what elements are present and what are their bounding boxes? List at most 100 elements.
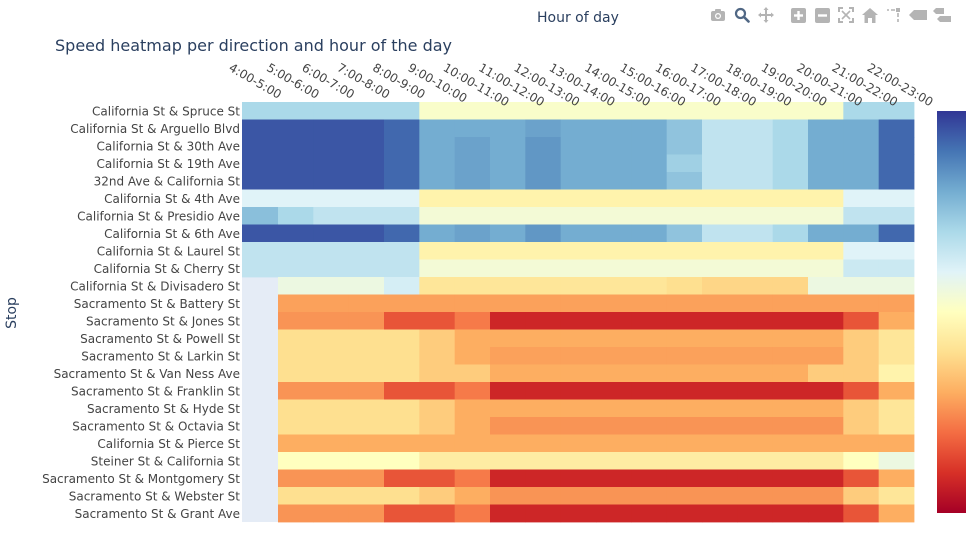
heatmap-cell: [702, 137, 738, 155]
heatmap-cell: [878, 504, 915, 523]
heatmap-cell: [560, 347, 597, 365]
heatmap-cell: [737, 417, 774, 435]
heatmap-cell: [560, 154, 597, 173]
camera-icon[interactable]: [706, 4, 730, 26]
heatmap-cell: [808, 382, 844, 400]
heatmap-cell: [808, 417, 844, 435]
heatmap-cell: [702, 207, 738, 225]
heatmap-cell: [490, 277, 526, 295]
y-tick-label: Steiner St & California St: [91, 454, 240, 468]
heatmap-cell: [384, 452, 420, 470]
heatmap-cell: [808, 172, 844, 190]
heatmap-cell: [313, 242, 350, 260]
y-tick-label: Sacramento St & Webster St: [69, 489, 241, 503]
heatmap-cell: [666, 154, 703, 173]
heatmap-cell: [560, 399, 597, 418]
heatmap-cell: [843, 189, 880, 208]
pan-icon[interactable]: [754, 4, 778, 26]
heatmap-cell: [490, 452, 526, 470]
heatmap-cell: [242, 242, 279, 260]
heatmap-cell: [348, 207, 385, 225]
heatmap-cell: [384, 224, 420, 243]
heatmap-cell: [560, 277, 597, 295]
heatmap-cell: [808, 347, 844, 365]
heatmap-cell: [631, 294, 668, 313]
heatmap-cell: [419, 434, 456, 453]
heatmap-cell: [454, 102, 491, 120]
heatmap-cell: [843, 329, 880, 348]
heatmap-cell: [419, 312, 456, 330]
heatmap-cell: [454, 154, 491, 173]
heatmap-cell: [702, 172, 738, 190]
heatmap-cell: [878, 452, 915, 470]
heatmap-cell: [666, 452, 703, 470]
y-tick-label: Sacramento St & Franklin St: [71, 384, 240, 398]
heatmap-cell: [631, 399, 668, 418]
heatmap-cell: [772, 242, 809, 260]
zoom-out-icon[interactable]: [810, 4, 834, 26]
autoscale-icon[interactable]: [834, 4, 858, 26]
heatmap-cell: [560, 172, 597, 190]
heatmap-cell: [490, 119, 526, 138]
heatmap-cell: [878, 224, 915, 243]
heatmap-cell: [348, 137, 385, 155]
heatmap-cell: [596, 504, 632, 523]
heatmap-cell: [454, 137, 491, 155]
chart-title: Speed heatmap per direction and hour of …: [55, 36, 453, 55]
heatmap-cell: [666, 119, 703, 138]
y-tick-label: Sacramento St & Jones St: [86, 314, 240, 328]
heatmap-cell: [278, 294, 314, 313]
zoom-in-icon[interactable]: [786, 4, 810, 26]
heatmap-cell: [454, 364, 491, 383]
heatmap-cell: [454, 119, 491, 138]
heatmap-cell: [454, 487, 491, 505]
heatmap-cell: [666, 487, 703, 505]
heatmap-cell: [702, 487, 738, 505]
hover-closest-icon[interactable]: [906, 4, 930, 26]
heatmap-cell: [631, 364, 668, 383]
heatmap-cell: [631, 172, 668, 190]
heatmap-cell: [878, 102, 915, 120]
heatmap-cell: [348, 259, 385, 278]
heatmap-cell: [843, 382, 880, 400]
heatmap-cell: [348, 224, 385, 243]
heatmap-cell: [278, 434, 314, 453]
heatmap-cell: [454, 329, 491, 348]
home-icon[interactable]: [858, 4, 882, 26]
heatmap-cell: [313, 399, 350, 418]
heatmap-cell: [242, 154, 279, 173]
heatmap-cell: [525, 469, 562, 488]
heatmap-cell: [772, 469, 809, 488]
spike-lines-icon[interactable]: [882, 4, 906, 26]
heatmap-cell: [631, 504, 668, 523]
heatmap-cell: [596, 347, 632, 365]
heatmap-cell: [808, 504, 844, 523]
heatmap-cell: [384, 504, 420, 523]
heatmap-cell: [525, 154, 562, 173]
heatmap-cell: [384, 487, 420, 505]
y-tick-label: California St & Divisadero St: [70, 279, 240, 293]
heatmap-cell: [313, 364, 350, 383]
heatmap-cell: [560, 417, 597, 435]
heatmap-cell: [454, 469, 491, 488]
heatmap-cell: [878, 294, 915, 313]
heatmap-cell: [702, 277, 738, 295]
heatmap-cell: [737, 347, 774, 365]
heatmap-cell: [278, 504, 314, 523]
heatmap-cell: [384, 154, 420, 173]
zoom-icon[interactable]: [730, 4, 754, 26]
heatmap-cell: [419, 294, 456, 313]
colorbar: [937, 111, 966, 513]
heatmap-cell: [278, 329, 314, 348]
hover-compare-icon[interactable]: [930, 4, 954, 26]
heatmap-cell: [843, 102, 880, 120]
heatmap-cell: [313, 224, 350, 243]
heatmap-cell: [772, 504, 809, 523]
heatmap-cell: [631, 137, 668, 155]
heatmap-cell: [348, 172, 385, 190]
heatmap-cell: [313, 102, 350, 120]
heatmap-cell: [490, 469, 526, 488]
heatmap-cell: [843, 277, 880, 295]
heatmap-cell: [313, 119, 350, 138]
